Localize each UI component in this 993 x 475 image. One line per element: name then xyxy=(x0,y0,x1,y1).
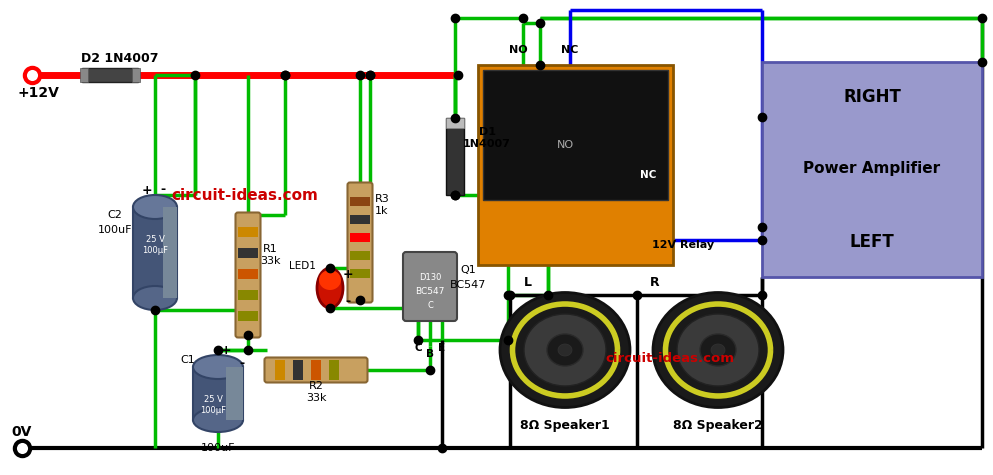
Text: +12V: +12V xyxy=(17,86,59,100)
Ellipse shape xyxy=(500,293,630,408)
Bar xyxy=(163,207,177,298)
Bar xyxy=(238,227,258,237)
Text: D2 1N4007: D2 1N4007 xyxy=(81,51,159,65)
Bar xyxy=(226,367,243,420)
Bar xyxy=(275,360,285,380)
Text: NO: NO xyxy=(556,140,574,150)
Bar xyxy=(350,251,370,260)
Ellipse shape xyxy=(653,293,783,408)
Bar xyxy=(762,62,982,277)
Ellipse shape xyxy=(133,195,177,219)
Bar xyxy=(446,118,464,195)
FancyBboxPatch shape xyxy=(235,212,260,338)
Bar xyxy=(293,360,303,380)
Text: 0V: 0V xyxy=(12,425,32,439)
Ellipse shape xyxy=(133,286,177,310)
Text: C1: C1 xyxy=(181,355,196,365)
Ellipse shape xyxy=(193,355,243,379)
Text: +: + xyxy=(142,183,152,197)
Ellipse shape xyxy=(677,314,759,386)
Text: C: C xyxy=(427,301,433,310)
Bar xyxy=(238,248,258,258)
Text: NC: NC xyxy=(561,45,579,55)
Bar xyxy=(350,197,370,206)
Bar xyxy=(350,269,370,278)
Bar xyxy=(350,233,370,242)
Text: R3
1k: R3 1k xyxy=(374,194,389,216)
Text: C2: C2 xyxy=(107,210,122,220)
Text: LEFT: LEFT xyxy=(850,233,895,251)
Text: 8Ω Speaker2: 8Ω Speaker2 xyxy=(673,418,763,431)
Text: LED1: LED1 xyxy=(289,261,316,271)
Text: 25 V
100µF: 25 V 100µF xyxy=(200,395,226,415)
Text: E: E xyxy=(439,343,446,353)
Text: D130: D130 xyxy=(419,273,441,282)
Bar xyxy=(80,68,88,82)
Text: Power Amplifier: Power Amplifier xyxy=(803,162,940,177)
Bar xyxy=(238,269,258,279)
Text: D1
1N4007: D1 1N4007 xyxy=(463,127,511,149)
Text: 8Ω Speaker1: 8Ω Speaker1 xyxy=(520,418,610,431)
Ellipse shape xyxy=(547,334,583,366)
Text: 100uF: 100uF xyxy=(97,225,132,235)
Text: RIGHT: RIGHT xyxy=(843,88,901,106)
Ellipse shape xyxy=(558,344,572,356)
Ellipse shape xyxy=(524,314,606,386)
Text: Q1: Q1 xyxy=(460,265,476,275)
Ellipse shape xyxy=(193,408,243,432)
FancyBboxPatch shape xyxy=(264,358,367,382)
Bar xyxy=(329,360,339,380)
Text: B: B xyxy=(426,349,434,359)
Text: NC: NC xyxy=(639,170,656,180)
Text: +: + xyxy=(343,267,354,281)
Bar xyxy=(132,68,140,82)
Text: -: - xyxy=(239,357,244,370)
Ellipse shape xyxy=(711,344,725,356)
Text: -: - xyxy=(161,183,166,197)
Text: R2
33k: R2 33k xyxy=(306,381,327,403)
Bar xyxy=(133,207,177,298)
Text: 100uF: 100uF xyxy=(201,443,235,453)
Text: -: - xyxy=(346,295,351,308)
Text: L: L xyxy=(524,276,532,289)
Bar xyxy=(446,118,464,128)
Bar xyxy=(238,311,258,321)
FancyBboxPatch shape xyxy=(403,252,457,321)
Text: R: R xyxy=(650,276,659,289)
Bar xyxy=(82,68,138,82)
Text: circuit-ideas.com: circuit-ideas.com xyxy=(606,352,735,364)
Bar xyxy=(350,215,370,224)
Ellipse shape xyxy=(700,334,736,366)
Bar xyxy=(478,65,673,265)
Text: circuit-ideas.com: circuit-ideas.com xyxy=(172,188,319,202)
Bar xyxy=(193,367,243,420)
Bar xyxy=(483,70,668,200)
Text: +: + xyxy=(220,343,231,357)
Ellipse shape xyxy=(317,268,343,308)
Text: NO: NO xyxy=(508,45,527,55)
Bar xyxy=(238,290,258,300)
FancyBboxPatch shape xyxy=(348,182,372,303)
Text: BC547: BC547 xyxy=(415,286,445,295)
Text: 12V Relay: 12V Relay xyxy=(652,240,714,250)
Text: 25 V
100µF: 25 V 100µF xyxy=(142,235,168,255)
Text: C: C xyxy=(414,343,422,353)
Ellipse shape xyxy=(319,270,341,290)
Bar xyxy=(311,360,321,380)
Text: R1
33k: R1 33k xyxy=(260,244,280,266)
Text: BC547: BC547 xyxy=(450,280,487,290)
